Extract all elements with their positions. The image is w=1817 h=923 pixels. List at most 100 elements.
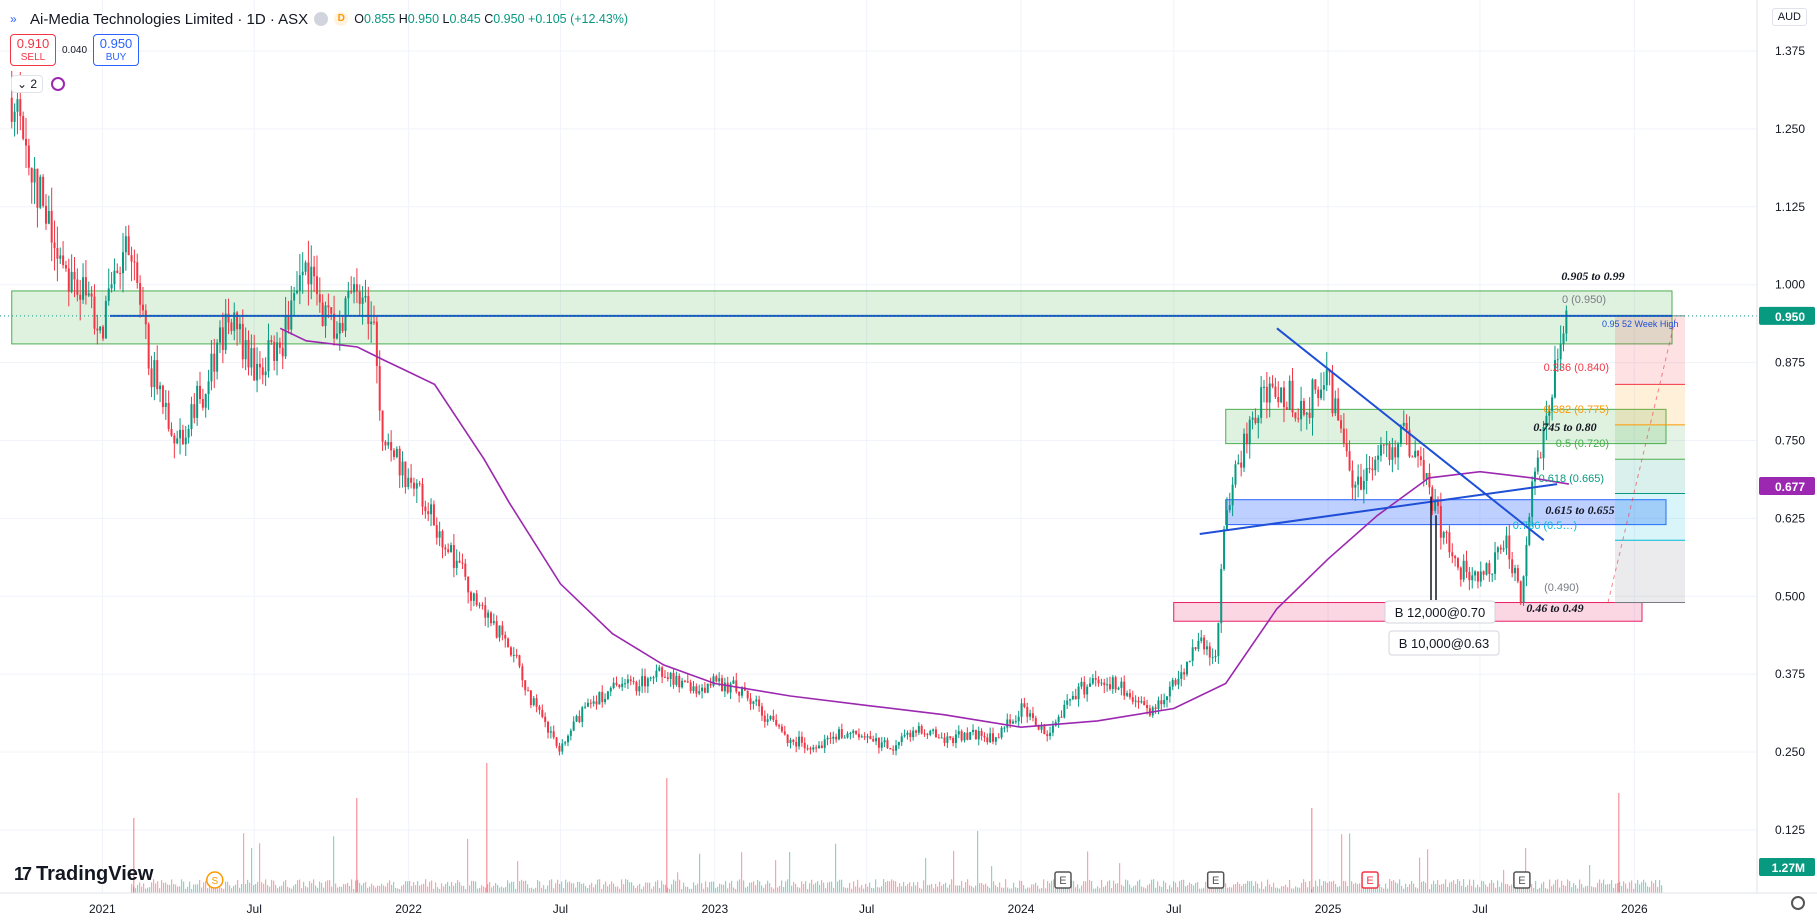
volume-bar [511,881,513,893]
volume-bar [625,879,627,893]
candle-body [335,333,338,339]
candle-body [1371,468,1374,471]
volume-tag [1759,858,1815,876]
candle-body [709,683,712,686]
volume-bar [859,887,861,893]
settings-gear-icon[interactable] [1791,896,1805,910]
volume-bar [861,885,863,893]
volume-bar [1495,887,1497,893]
sync-icon[interactable] [51,77,66,91]
candle-body [629,679,632,682]
candle-body [1411,456,1414,458]
candle-body [1479,571,1482,582]
volume-bar [499,887,501,893]
candle-body [358,291,361,304]
volume-bar [569,881,571,893]
volume-bar [829,881,831,893]
volume-bar [1391,880,1393,893]
volume-bar [1039,888,1041,893]
candle-body [689,682,692,692]
x-tick-label: Jul [1472,902,1487,916]
volume-bar [1139,879,1141,893]
volume-bar [401,885,403,893]
volume-bar [1369,885,1371,893]
candle-body [521,666,524,681]
volume-bar [1411,880,1413,893]
volume-bar [1437,880,1439,893]
volume-bar [1249,881,1251,893]
volume-bar [1193,885,1195,893]
candle-body [612,682,615,689]
currency-selector[interactable]: AUD [1771,8,1807,26]
symbol-arrows-icon[interactable]: » [10,12,17,26]
candle-body [467,576,470,593]
candle-body [1408,429,1411,457]
volume-bar [1393,880,1395,893]
candle-body [1066,700,1069,705]
volume-bar [1245,883,1247,893]
volume-bar [631,882,633,893]
candle-body [315,276,318,295]
volume-bar [1257,883,1259,893]
volume-bar [553,888,555,893]
candle-body [997,737,1000,739]
volume-bar [1371,885,1373,893]
candle-body [398,448,401,476]
symbol-title[interactable]: Ai-Media Technologies Limited · 1D · ASX [30,10,309,28]
candle-body [652,677,655,679]
volume-bar [969,885,971,893]
indicator-toggle[interactable]: ⌄ 2 [11,75,44,93]
volume-bar [251,848,253,893]
candle-body [284,315,287,357]
volume-bar [787,879,789,893]
price-axis-bg [1757,0,1817,893]
candle-body [946,736,949,743]
volume-bar [1115,883,1117,893]
candle-body [181,429,184,445]
candle-body [22,116,25,139]
volume-bar [797,887,799,893]
volume-bar [555,883,557,893]
tradingview-logo[interactable]: 17 TradingView [14,863,154,885]
buy-button[interactable]: 0.950 BUY [93,34,140,66]
volume-bar [147,887,149,893]
volume-bar [663,884,665,893]
candle-body [278,342,281,348]
volume-bar [1267,879,1269,893]
volume-bar [1075,887,1077,893]
volume-bar [1027,887,1029,893]
candle-body [1017,716,1020,722]
volume-bar [397,888,399,893]
candle-body [333,313,336,339]
volume-bar [1461,885,1463,893]
volume-bar [1213,885,1215,893]
candle-body [227,313,230,323]
volume-bar [1509,885,1511,893]
volume-bar [575,887,577,893]
volume-bar [875,879,877,893]
candle-body [387,442,390,446]
candle-body [875,738,878,742]
candle-body [164,402,167,408]
candle-body [392,450,395,457]
volume-bar [1255,881,1257,893]
volume-bar [473,880,475,893]
candle-body [992,733,995,742]
volume-bar [529,888,531,893]
candle-body [738,691,741,696]
candle-body [430,504,433,515]
candle-body [1046,734,1049,737]
volume-bar [1385,883,1387,893]
volume-bar [771,887,773,893]
sell-button[interactable]: 0.910 SELL [10,34,56,66]
candle-body [661,667,664,677]
fib-band [1615,424,1685,460]
candle-body [187,429,190,438]
volume-bar [343,884,345,893]
volume-bar [907,884,909,893]
y-tick-label: 1.375 [1775,44,1805,58]
candle-body [892,749,895,751]
volume-bar [867,886,869,893]
candle-body [1417,450,1420,457]
